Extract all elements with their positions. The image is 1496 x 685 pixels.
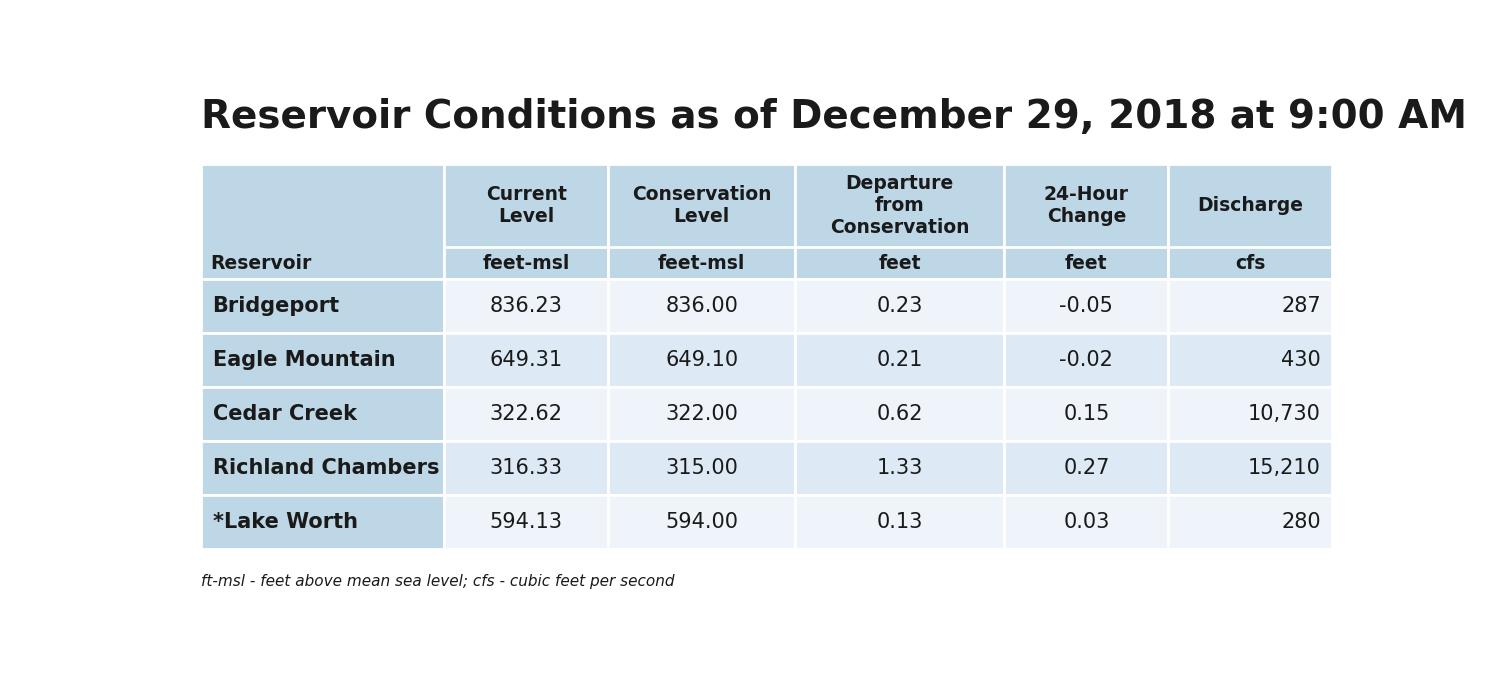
Text: -0.02: -0.02 (1059, 350, 1113, 371)
Text: Current
Level: Current Level (486, 185, 567, 226)
Text: Reservoir Conditions as of December 29, 2018 at 9:00 AM: Reservoir Conditions as of December 29, … (200, 98, 1468, 136)
Text: 315.00: 315.00 (666, 458, 738, 478)
Text: Conservation
Level: Conservation Level (631, 185, 772, 226)
Text: 0.21: 0.21 (877, 350, 923, 371)
Text: 316.33: 316.33 (489, 458, 562, 478)
Text: feet: feet (878, 253, 922, 273)
Text: 1.33: 1.33 (877, 458, 923, 478)
Text: 836.23: 836.23 (489, 297, 562, 316)
Text: cfs: cfs (1236, 253, 1266, 273)
Text: Departure
from
Conservation: Departure from Conservation (830, 174, 969, 237)
Text: Cedar Creek: Cedar Creek (212, 404, 356, 424)
Text: *Lake Worth: *Lake Worth (212, 512, 358, 532)
Text: 649.10: 649.10 (666, 350, 738, 371)
Text: Reservoir: Reservoir (209, 253, 311, 273)
Text: 0.23: 0.23 (877, 297, 923, 316)
Text: 0.27: 0.27 (1064, 458, 1110, 478)
Text: 322.00: 322.00 (666, 404, 738, 424)
Text: Richland Chambers: Richland Chambers (212, 458, 438, 478)
Text: feet-msl: feet-msl (658, 253, 745, 273)
Text: 15,210: 15,210 (1248, 458, 1321, 478)
Text: 649.31: 649.31 (489, 350, 562, 371)
Text: 287: 287 (1281, 297, 1321, 316)
Text: 322.62: 322.62 (489, 404, 562, 424)
Text: feet: feet (1065, 253, 1107, 273)
Text: 836.00: 836.00 (666, 297, 738, 316)
Text: 0.15: 0.15 (1064, 404, 1110, 424)
Text: ft-msl - feet above mean sea level; cfs - cubic feet per second: ft-msl - feet above mean sea level; cfs … (200, 573, 675, 588)
Text: 24-Hour
Change: 24-Hour Change (1044, 185, 1129, 226)
Text: 10,730: 10,730 (1248, 404, 1321, 424)
Text: Discharge: Discharge (1197, 196, 1303, 215)
Text: Bridgeport: Bridgeport (212, 297, 340, 316)
Text: 0.03: 0.03 (1064, 512, 1110, 532)
Text: feet-msl: feet-msl (483, 253, 570, 273)
Text: 594.00: 594.00 (666, 512, 738, 532)
Text: 0.62: 0.62 (877, 404, 923, 424)
Text: 280: 280 (1281, 512, 1321, 532)
Text: -0.05: -0.05 (1059, 297, 1113, 316)
Text: 594.13: 594.13 (489, 512, 562, 532)
Text: 430: 430 (1281, 350, 1321, 371)
Text: 0.13: 0.13 (877, 512, 923, 532)
Text: Eagle Mountain: Eagle Mountain (212, 350, 395, 371)
